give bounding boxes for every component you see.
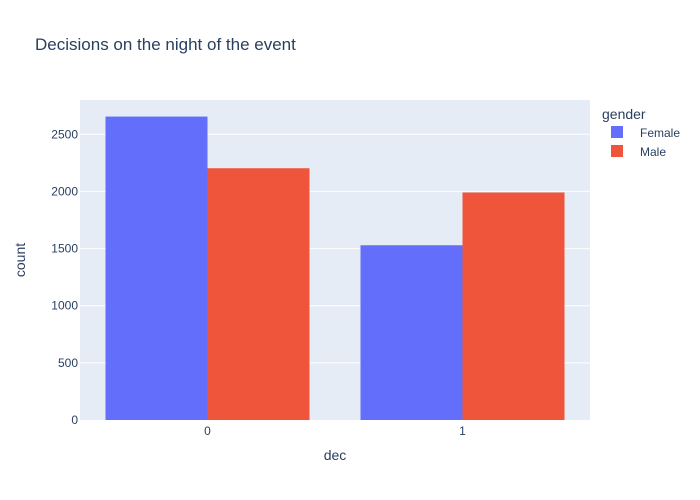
- legend-title: gender: [602, 106, 646, 122]
- y-tick-labels: 0 500 1000 1500 2000 2500: [51, 127, 78, 427]
- legend: gender Female Male: [602, 106, 680, 159]
- bars: [105, 116, 565, 421]
- legend-swatch-male[interactable]: [611, 145, 623, 157]
- y-tick-label: 1500: [51, 242, 78, 256]
- x-tick-label: 0: [204, 424, 211, 438]
- x-axis-title: dec: [324, 447, 347, 463]
- bar-female-dec-0[interactable]: [105, 116, 208, 421]
- y-tick-label: 500: [58, 356, 78, 370]
- bar-male-dec-0[interactable]: [207, 168, 310, 420]
- legend-swatch-female[interactable]: [611, 126, 623, 138]
- y-axis-title: count: [12, 243, 28, 277]
- x-tick-label: 1: [459, 424, 466, 438]
- y-tick-label: 0: [71, 413, 78, 427]
- y-tick-label: 1000: [51, 299, 78, 313]
- legend-label-female[interactable]: Female: [640, 126, 680, 140]
- legend-label-male[interactable]: Male: [640, 145, 666, 159]
- bar-female-dec-1[interactable]: [360, 245, 463, 420]
- y-tick-label: 2000: [51, 184, 78, 198]
- chart-title: Decisions on the night of the event: [35, 35, 296, 54]
- bar-male-dec-1[interactable]: [462, 192, 565, 420]
- y-tick-label: 2500: [51, 127, 78, 141]
